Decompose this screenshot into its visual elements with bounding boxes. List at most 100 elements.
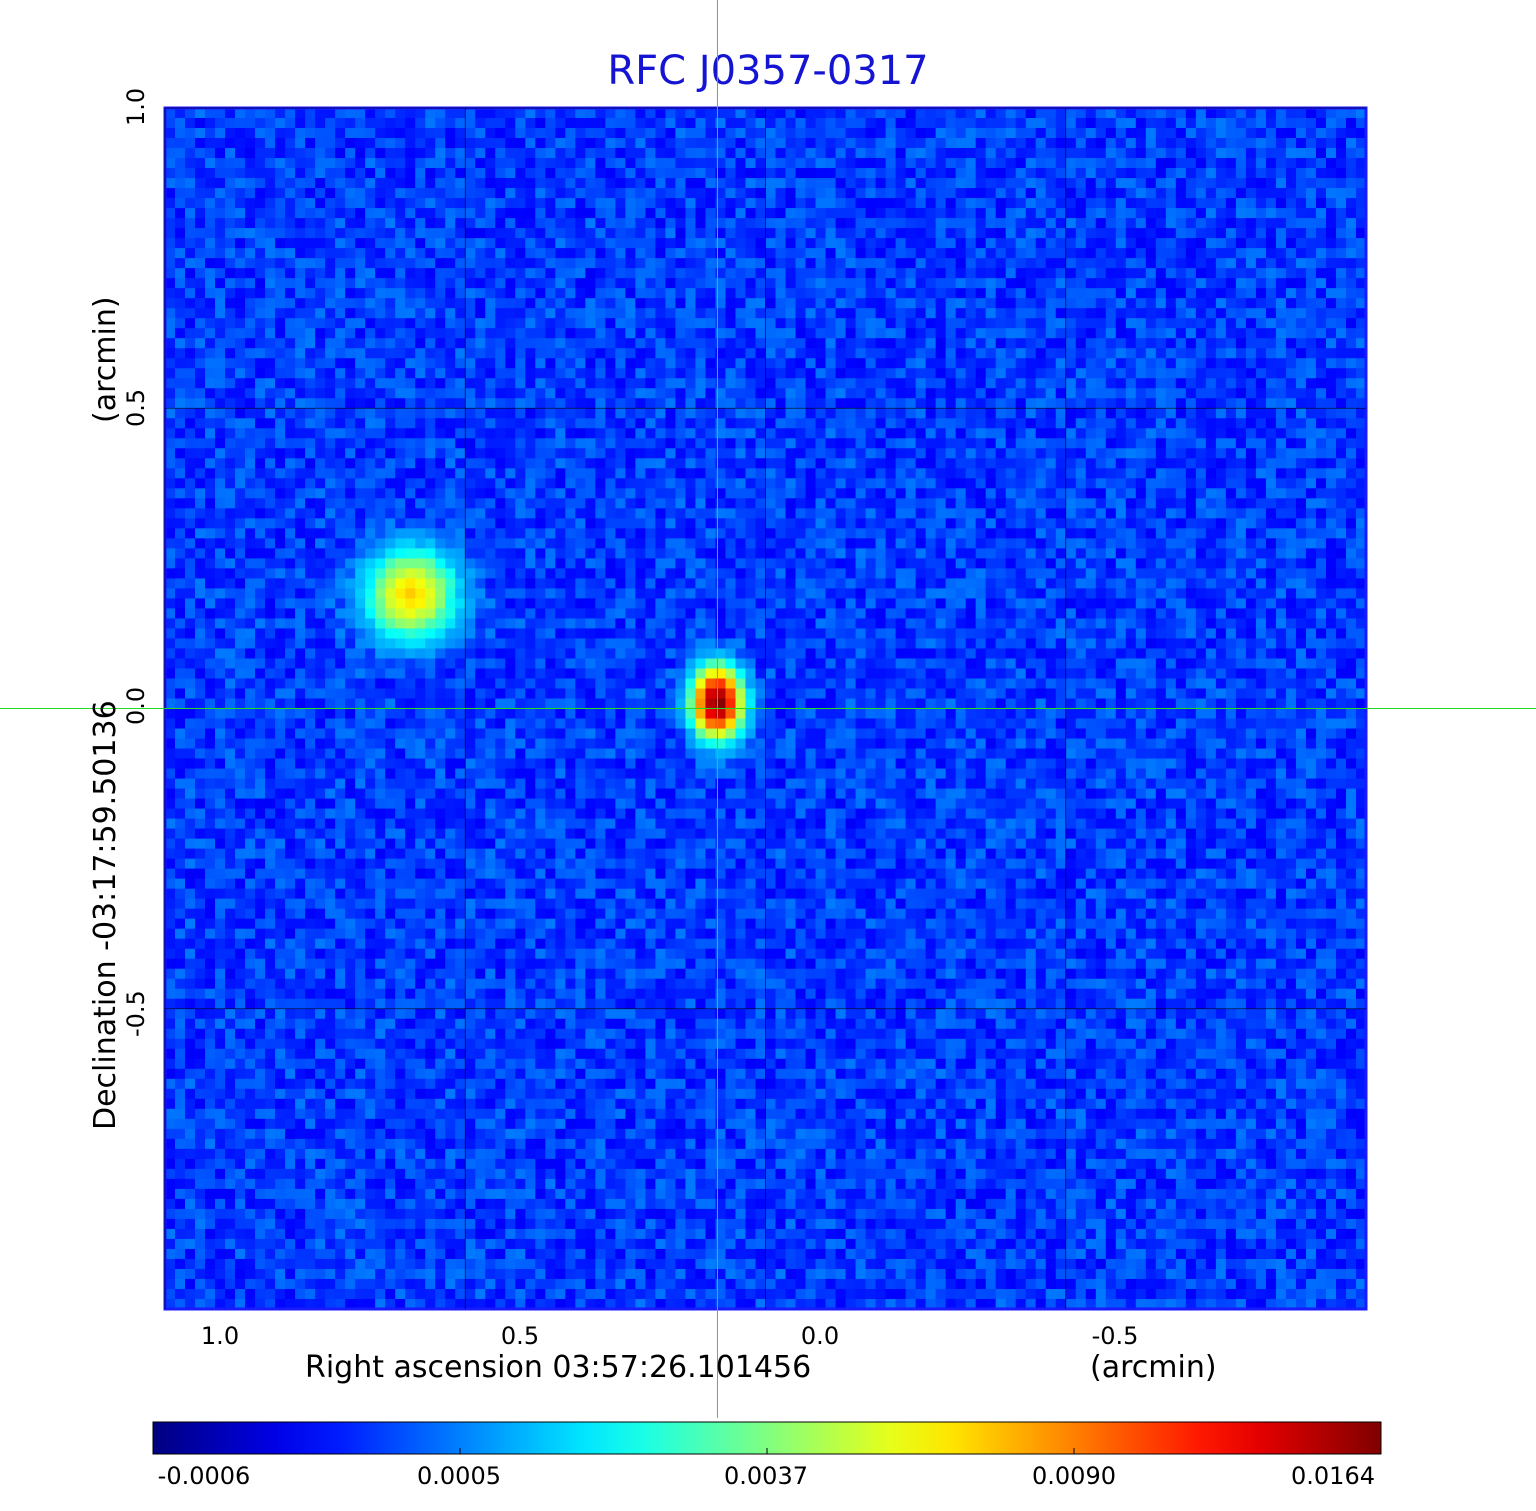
heatmap-cell xyxy=(295,398,306,409)
heatmap-cell xyxy=(955,498,967,509)
heatmap-cell xyxy=(205,518,216,529)
heatmap-cell xyxy=(755,518,767,529)
heatmap-cell xyxy=(625,508,636,519)
heatmap-cell xyxy=(405,338,416,349)
heatmap-cell xyxy=(225,378,236,389)
heatmap-cell xyxy=(1195,178,1207,189)
heatmap-cell xyxy=(935,278,947,289)
heatmap-cell xyxy=(925,438,937,449)
heatmap-cell xyxy=(435,218,446,229)
heatmap-cell xyxy=(1125,148,1137,159)
heatmap-cell xyxy=(1205,448,1217,459)
heatmap-cell xyxy=(1315,288,1327,299)
heatmap-cell xyxy=(675,258,687,269)
heatmap-cell xyxy=(495,208,506,219)
heatmap-cell xyxy=(185,198,196,209)
heatmap-cell xyxy=(255,468,266,479)
heatmap-cell xyxy=(1025,488,1037,499)
heatmap-cell xyxy=(955,178,967,189)
heatmap-cell xyxy=(355,188,366,199)
heatmap-cell xyxy=(715,268,727,279)
heatmap-cell xyxy=(1315,298,1327,309)
heatmap-cell xyxy=(1325,408,1337,419)
heatmap-cell xyxy=(635,208,646,219)
heatmap-cell xyxy=(425,418,436,429)
heatmap-cell xyxy=(915,358,927,369)
heatmap-cell xyxy=(585,478,596,489)
heatmap-cell xyxy=(1305,388,1317,399)
heatmap-cell xyxy=(415,518,426,529)
heatmap-cell xyxy=(1025,358,1037,369)
heatmap-cell xyxy=(505,458,516,469)
heatmap-cell xyxy=(965,168,977,179)
heatmap-cell xyxy=(615,408,626,419)
heatmap-cell xyxy=(525,118,536,129)
heatmap-cell xyxy=(545,218,556,229)
heatmap-cell xyxy=(575,308,586,319)
heatmap-cell xyxy=(375,108,386,119)
heatmap-cell xyxy=(945,178,957,189)
heatmap-cell xyxy=(235,478,246,489)
heatmap-cell xyxy=(1025,328,1037,339)
heatmap-cell xyxy=(1005,488,1017,499)
heatmap-cell xyxy=(755,248,767,259)
heatmap-cell xyxy=(1285,478,1297,489)
heatmap-cell xyxy=(535,238,546,249)
heatmap-cell xyxy=(655,498,667,509)
heatmap-cell xyxy=(835,268,847,279)
heatmap-cell xyxy=(455,408,466,419)
heatmap-cell xyxy=(335,488,346,499)
heatmap-cell xyxy=(865,448,877,459)
heatmap-cell xyxy=(195,388,206,399)
heatmap-cell xyxy=(1075,478,1087,489)
heatmap-cell xyxy=(565,248,576,259)
heatmap-cell xyxy=(1205,128,1217,139)
heatmap-cell xyxy=(485,118,496,129)
heatmap-cell xyxy=(415,268,426,279)
heatmap-cell xyxy=(395,448,406,459)
heatmap-cell xyxy=(1165,258,1177,269)
heatmap-cell xyxy=(1235,508,1247,519)
heatmap-cell xyxy=(615,248,626,259)
heatmap-cell xyxy=(355,328,366,339)
heatmap-cell xyxy=(325,128,336,139)
heatmap-cell xyxy=(915,268,927,279)
heatmap-cell xyxy=(885,158,897,169)
heatmap-cell xyxy=(935,498,947,509)
heatmap-cell xyxy=(1095,258,1107,269)
heatmap-cell xyxy=(1295,358,1307,369)
heatmap-cell xyxy=(1035,478,1047,489)
heatmap-cell xyxy=(455,298,466,309)
heatmap-cell xyxy=(975,508,987,519)
heatmap-cell xyxy=(215,228,226,239)
heatmap-cell xyxy=(495,318,506,329)
heatmap-cell xyxy=(835,398,847,409)
heatmap-cell xyxy=(435,148,446,159)
heatmap-cell xyxy=(465,338,476,349)
heatmap-cell xyxy=(945,128,957,139)
heatmap-cell xyxy=(1055,288,1067,299)
heatmap-cell xyxy=(1085,458,1097,469)
heatmap-cell xyxy=(1335,498,1347,509)
heatmap-cell xyxy=(645,498,657,509)
heatmap-cell xyxy=(485,278,496,289)
heatmap-cell xyxy=(625,408,636,419)
heatmap-cell xyxy=(1125,478,1137,489)
heatmap-cell xyxy=(295,358,306,369)
heatmap-cell xyxy=(215,208,226,219)
heatmap-cell xyxy=(1095,388,1107,399)
heatmap-cell xyxy=(1095,308,1107,319)
heatmap-cell xyxy=(1275,418,1287,429)
heatmap-cell xyxy=(275,348,286,359)
heatmap-cell xyxy=(725,158,737,169)
heatmap-cell xyxy=(545,378,556,389)
heatmap-cell xyxy=(535,498,546,509)
heatmap-cell xyxy=(1215,148,1227,159)
heatmap-cell xyxy=(795,178,807,189)
heatmap-cell xyxy=(185,148,196,159)
heatmap-cell xyxy=(445,448,456,459)
heatmap-cell xyxy=(415,318,426,329)
heatmap-cell xyxy=(1185,268,1197,279)
heatmap-cell xyxy=(625,458,636,469)
